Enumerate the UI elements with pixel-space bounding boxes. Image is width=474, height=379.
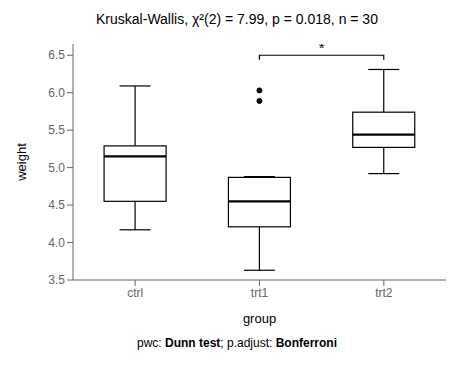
svg-text:4.5: 4.5 <box>48 198 65 212</box>
svg-text:6.0: 6.0 <box>48 86 65 100</box>
svg-text:*: * <box>319 44 325 56</box>
svg-text:weight: weight <box>14 143 29 182</box>
svg-text:6.5: 6.5 <box>48 48 65 62</box>
svg-text:3.5: 3.5 <box>48 273 65 287</box>
svg-text:trt1: trt1 <box>251 286 269 300</box>
html-text:Kruskal-Wallis, χ²(2) = 7.99,: Kruskal-Wallis, χ²(2) = 7.99, p = 0.018,… <box>96 11 378 27</box>
svg-text:group: group <box>243 311 276 326</box>
svg-text:5.0: 5.0 <box>48 161 65 175</box>
html-text:pwc: Dunn test; p.adjust: Bonf: pwc: Dunn test; p.adjust: Bonferroni <box>137 336 337 350</box>
svg-text:trt2: trt2 <box>375 286 393 300</box>
svg-text:4.0: 4.0 <box>48 236 65 250</box>
svg-text:ctrl: ctrl <box>127 286 143 300</box>
svg-text:5.5: 5.5 <box>48 123 65 137</box>
